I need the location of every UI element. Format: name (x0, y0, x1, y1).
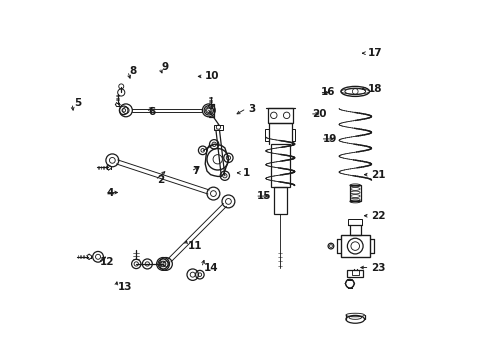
Text: 5: 5 (74, 98, 81, 108)
Bar (267, 108, 292, 123)
Text: 22: 22 (370, 211, 385, 221)
Text: 4: 4 (107, 188, 114, 198)
Text: 16: 16 (321, 87, 335, 98)
Text: 7: 7 (192, 166, 200, 176)
Text: 14: 14 (203, 262, 218, 273)
Bar (347, 219, 362, 225)
Text: 23: 23 (370, 262, 385, 273)
Text: 10: 10 (205, 71, 219, 81)
Bar (349, 185, 360, 202)
Text: 21: 21 (370, 170, 385, 180)
Bar (270, 144, 289, 187)
Bar (273, 187, 286, 214)
Bar (214, 125, 223, 130)
Bar (346, 270, 363, 277)
Bar (351, 270, 358, 275)
Text: 11: 11 (187, 241, 202, 251)
Text: 15: 15 (257, 191, 271, 201)
Bar (264, 129, 268, 141)
Text: 13: 13 (118, 282, 132, 292)
Text: 12: 12 (100, 257, 114, 267)
Text: 18: 18 (367, 84, 382, 94)
Text: 2: 2 (157, 175, 164, 185)
Text: 9: 9 (162, 63, 168, 72)
Text: 3: 3 (247, 104, 255, 113)
Bar (291, 129, 295, 141)
Text: 6: 6 (148, 107, 155, 117)
Text: 17: 17 (367, 48, 382, 58)
Text: 1: 1 (242, 168, 249, 178)
Text: 19: 19 (322, 134, 336, 144)
Bar (349, 225, 360, 235)
Text: 20: 20 (311, 109, 325, 119)
Bar (340, 235, 369, 257)
Text: 8: 8 (129, 66, 137, 76)
